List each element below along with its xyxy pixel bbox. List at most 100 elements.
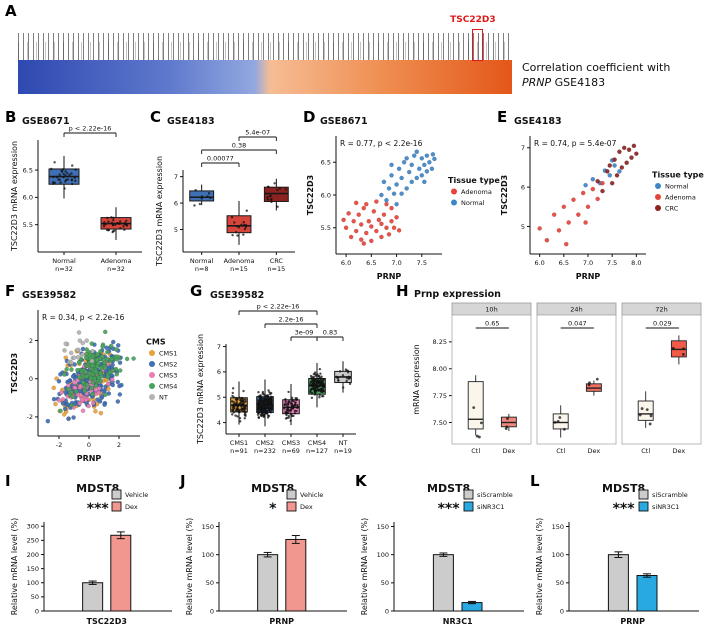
svg-text:10h: 10h (485, 306, 497, 314)
svg-text:Normal: Normal (52, 257, 76, 265)
panel-a-heatmap: TSC22D3 (18, 15, 512, 94)
svg-text:5.5: 5.5 (321, 224, 331, 232)
svg-text:n=32: n=32 (107, 265, 125, 273)
highlight-gene-label: TSC22D3 (450, 15, 496, 25)
svg-text:6: 6 (217, 368, 221, 376)
svg-text:0.00077: 0.00077 (207, 155, 234, 163)
svg-text:Normal: Normal (665, 183, 689, 191)
svg-text:PRNP: PRNP (77, 454, 102, 463)
svg-text:GSE39582: GSE39582 (210, 290, 264, 301)
svg-text:300: 300 (27, 523, 39, 531)
svg-text:72h: 72h (655, 306, 667, 314)
svg-text:CMS1: CMS1 (230, 439, 248, 447)
svg-text:Dex: Dex (673, 447, 686, 455)
svg-text:6.5: 6.5 (23, 166, 33, 174)
svg-text:6.5: 6.5 (321, 159, 331, 167)
panel-label-i: I (5, 472, 11, 490)
svg-text:Normal: Normal (461, 199, 485, 207)
svg-text:***: *** (613, 501, 636, 517)
svg-text:Vehicle: Vehicle (125, 491, 148, 499)
svg-text:TSC22D3: TSC22D3 (306, 175, 315, 215)
svg-text:8.00: 8.00 (433, 365, 447, 373)
svg-text:GSE39582: GSE39582 (22, 290, 76, 301)
svg-text:7.0: 7.0 (391, 259, 401, 267)
svg-text:Dex: Dex (125, 503, 138, 511)
svg-text:n=127: n=127 (306, 447, 328, 455)
svg-text:CMS4: CMS4 (159, 383, 177, 391)
panel-f-scatter: GSE39582 -2 0 2 -2 0 2 PRNP TSC22D3 R = 0.34, p <… (8, 288, 192, 464)
svg-text:n=15: n=15 (230, 265, 248, 273)
svg-text:GSE8671: GSE8671 (22, 116, 70, 127)
svg-text:0: 0 (35, 607, 39, 615)
svg-text:5: 5 (174, 226, 178, 234)
svg-text:PRNP: PRNP (576, 272, 601, 281)
svg-text:Relative mRNA level (%): Relative mRNA level (%) (535, 518, 544, 616)
panel-label-b: B (5, 108, 17, 126)
svg-text:150: 150 (202, 523, 214, 531)
svg-text:7.75: 7.75 (433, 392, 447, 400)
svg-text:7.0: 7.0 (583, 259, 593, 267)
svg-text:CMS3: CMS3 (159, 372, 177, 380)
svg-text:PRNP: PRNP (377, 272, 402, 281)
panel-label-a: A (5, 2, 17, 20)
svg-text:0.047: 0.047 (568, 320, 587, 328)
svg-text:R = 0.74, p = 5.4e-07: R = 0.74, p = 5.4e-07 (534, 139, 617, 148)
highlight-box (472, 29, 484, 61)
svg-text:p < 2.22e-16: p < 2.22e-16 (69, 125, 112, 133)
svg-text:n=232: n=232 (254, 447, 276, 455)
svg-text:CMS4: CMS4 (308, 439, 326, 447)
panel-label-h: H (396, 282, 409, 300)
svg-text:n=32: n=32 (55, 265, 73, 273)
svg-text:50: 50 (206, 579, 214, 587)
panel-i-barchart: MDST8 *** Vehicle Dex 0 50 100 150 200 250 300 Rela… (8, 480, 178, 628)
svg-text:3e-09: 3e-09 (295, 329, 314, 337)
svg-text:0: 0 (560, 607, 564, 615)
svg-text:p < 2.22e-16: p < 2.22e-16 (257, 303, 300, 311)
panel-l-barchart: MDST8 *** siScramble siNR3C1 0 50 100 150 Relati… (533, 480, 705, 628)
svg-text:5: 5 (521, 223, 525, 231)
svg-text:6: 6 (521, 183, 525, 191)
svg-text:100: 100 (377, 551, 389, 559)
svg-text:Adenoma: Adenoma (665, 194, 696, 202)
svg-text:CMS2: CMS2 (159, 361, 177, 369)
svg-text:siNR3C1: siNR3C1 (477, 503, 504, 511)
svg-text:5.4e-07: 5.4e-07 (245, 129, 270, 137)
gene-name-labels (18, 28, 512, 60)
svg-text:2.2e-16: 2.2e-16 (279, 316, 304, 324)
svg-text:150: 150 (377, 523, 389, 531)
panel-b-boxplot: GSE8671 5.5 6.0 6.5 TSC22D3 mRNA expression N… (8, 114, 150, 282)
svg-text:6.5: 6.5 (366, 259, 376, 267)
svg-text:PRNP: PRNP (269, 617, 294, 626)
caption-rest: GSE4183 (551, 76, 606, 90)
svg-text:7.5: 7.5 (417, 259, 427, 267)
svg-text:6.0: 6.0 (534, 259, 544, 267)
svg-text:GSE4183: GSE4183 (167, 116, 215, 127)
caption-gene: PRNP (522, 76, 552, 90)
svg-text:n=19: n=19 (334, 447, 352, 455)
panel-label-g: G (190, 282, 203, 300)
svg-text:24h: 24h (570, 306, 582, 314)
svg-text:NT: NT (159, 394, 168, 402)
panel-label-e: E (497, 108, 508, 126)
svg-text:Adenoma: Adenoma (101, 257, 132, 265)
svg-text:R = 0.77, p < 2.2e-16: R = 0.77, p < 2.2e-16 (340, 139, 423, 148)
svg-text:TSC22D3 mRNA expression: TSC22D3 mRNA expression (10, 141, 19, 252)
svg-text:CMS1: CMS1 (159, 350, 177, 358)
svg-text:Ctl: Ctl (471, 447, 480, 455)
svg-text:CMS3: CMS3 (282, 439, 300, 447)
svg-text:250: 250 (27, 537, 39, 545)
svg-text:Normal: Normal (190, 257, 214, 265)
svg-text:0.65: 0.65 (485, 320, 499, 328)
svg-text:n=91: n=91 (230, 447, 248, 455)
svg-text:Ctl: Ctl (641, 447, 650, 455)
svg-text:6.0: 6.0 (341, 259, 351, 267)
svg-text:n=69: n=69 (282, 447, 300, 455)
svg-text:50: 50 (556, 579, 564, 587)
svg-text:TSC22D3: TSC22D3 (500, 175, 509, 215)
svg-text:0: 0 (29, 375, 33, 383)
svg-text:0.83: 0.83 (323, 329, 337, 337)
caption-line1: Correlation coefficient with (522, 61, 671, 74)
panel-label-k: K (355, 472, 367, 490)
svg-text:150: 150 (27, 565, 39, 573)
